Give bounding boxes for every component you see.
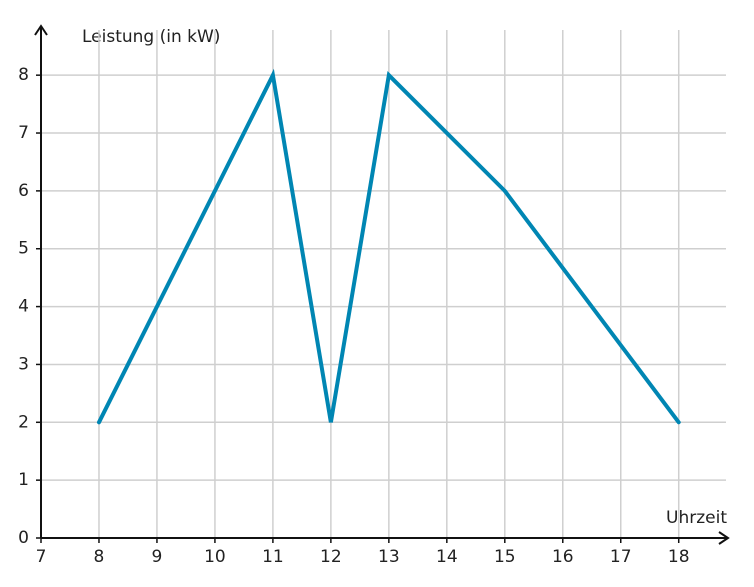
y-tick-label: 7 [18, 123, 29, 143]
x-tick-label: 13 [378, 547, 400, 567]
x-axis [41, 531, 730, 545]
x-tick-label: 10 [204, 547, 226, 567]
x-tick-label: 14 [436, 547, 458, 567]
x-tick-label: 16 [552, 547, 574, 567]
x-tick-label: 7 [36, 547, 47, 567]
x-tick-label: 17 [610, 547, 632, 567]
x-tick-label: 11 [262, 547, 284, 567]
y-tick-label: 2 [18, 412, 29, 432]
x-tick-label: 15 [494, 547, 516, 567]
x-tick-label: 9 [152, 547, 163, 567]
x-axis-label: Uhrzeit [666, 508, 727, 528]
x-tick-label: 8 [94, 547, 105, 567]
y-tick-label: 1 [18, 470, 29, 490]
y-tick-label: 6 [18, 181, 29, 201]
y-axis [34, 24, 48, 538]
data-line [96, 68, 681, 425]
y-tick-label: 4 [18, 297, 29, 317]
y-tick-label: 0 [18, 528, 29, 548]
y-tick-label: 3 [18, 354, 29, 374]
y-tick-label: 5 [18, 239, 29, 259]
x-tick-label: 18 [668, 547, 690, 567]
x-tick-label: 12 [320, 547, 342, 567]
y-axis-label: Leistung (in kW) [82, 27, 220, 47]
y-tick-label: 8 [18, 65, 29, 85]
